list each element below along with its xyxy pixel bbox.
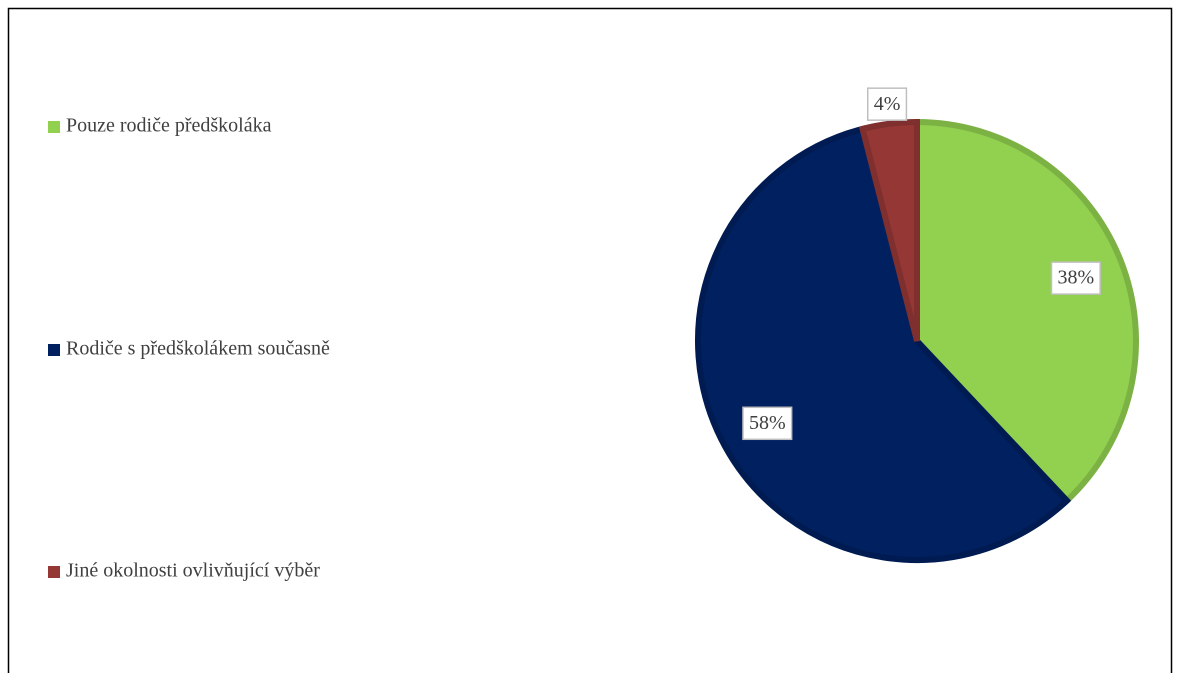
- legend-swatch: [48, 566, 60, 578]
- legend-label: Rodiče s předškolákem současně: [66, 338, 330, 360]
- pie-slice: [914, 118, 1139, 505]
- pie-slice: [858, 118, 920, 342]
- pie-slice: [695, 125, 1072, 563]
- legend-label: Pouze rodiče předškoláka: [66, 115, 272, 137]
- data-label: 58%: [742, 406, 793, 441]
- data-label: 38%: [1050, 261, 1101, 295]
- data-label-text: 38%: [1057, 267, 1094, 289]
- data-label-text: 58%: [749, 412, 786, 434]
- legend-label: Jiné okolnosti ovlivňující výběr: [66, 560, 320, 582]
- legend-swatch: [48, 121, 60, 133]
- data-label-box: [1050, 261, 1101, 295]
- data-label-box: [742, 406, 793, 441]
- data-label-text: 4%: [874, 93, 901, 115]
- data-label-box: [866, 87, 908, 121]
- chart-border: [7, 7, 1173, 673]
- legend-swatch: [48, 344, 60, 356]
- data-label: 4%: [866, 87, 908, 121]
